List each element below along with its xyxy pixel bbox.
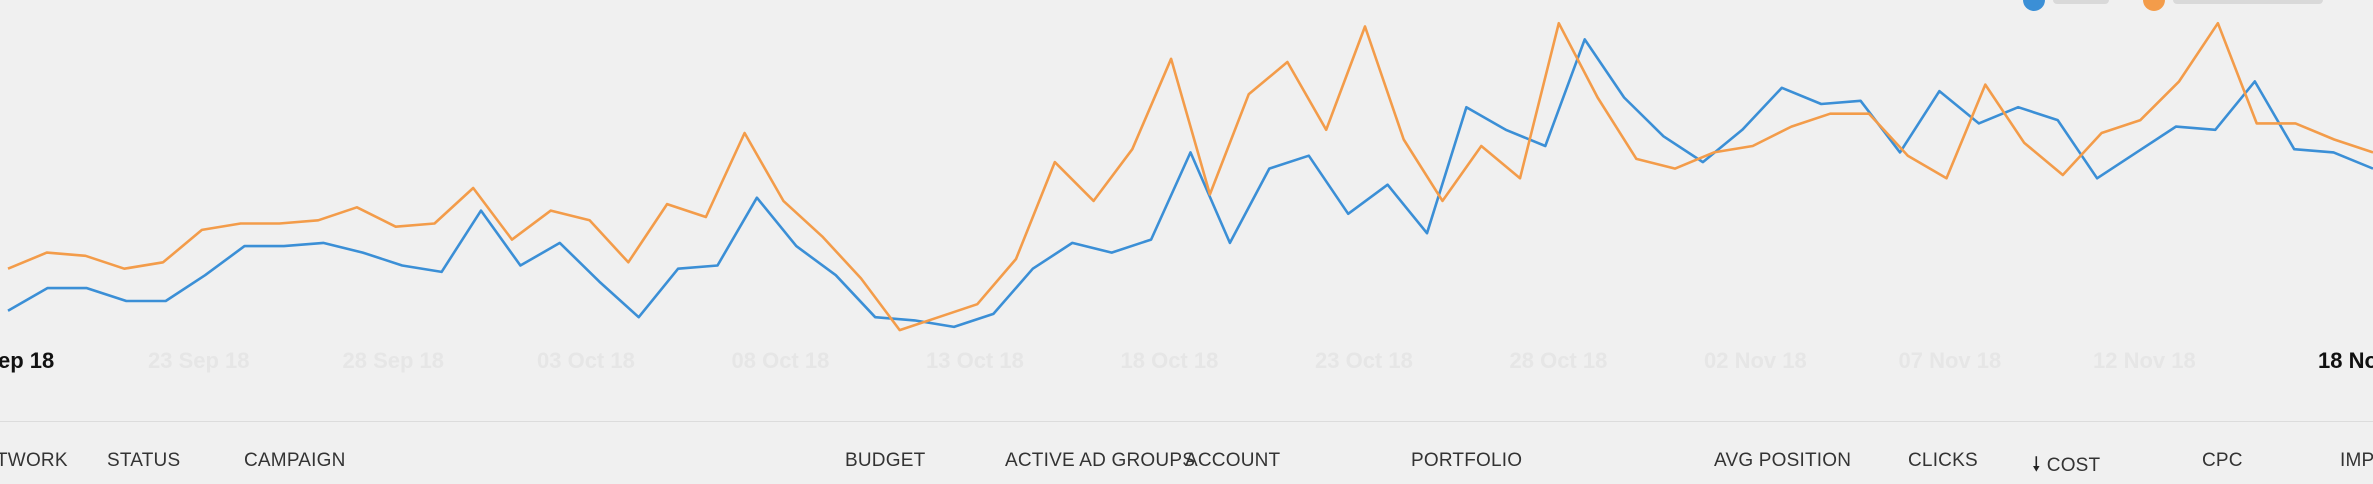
- x-tick-label: 23 Oct 18: [1315, 348, 1413, 373]
- x-tick-label: 28 Sep 18: [342, 348, 445, 373]
- x-tick-label: 02 Nov 18: [1704, 348, 1807, 373]
- legend-label: [2053, 0, 2109, 4]
- column-header-portfolio[interactable]: PORTFOLIO: [1411, 450, 1523, 471]
- x-tick-label: 08 Oct 18: [731, 348, 830, 373]
- x-tick-label: 03 Oct 18: [537, 348, 635, 373]
- column-header-status[interactable]: STATUS: [107, 450, 181, 471]
- legend-item-2[interactable]: [2143, 0, 2323, 11]
- legend-label: [2173, 0, 2323, 4]
- x-tick-label: 23 Sep 18: [148, 348, 250, 373]
- x-tick-label: 13 Oct 18: [926, 348, 1024, 373]
- x-tick-label: 07 Nov 18: [1898, 348, 2002, 373]
- column-header-campaign[interactable]: CAMPAIGN: [244, 450, 346, 471]
- column-header-cost-label: COST: [2046, 455, 2101, 476]
- x-tick-label-first: ep 18: [0, 348, 55, 373]
- sort-descending-arrow-icon: 🠗: [2032, 454, 2041, 476]
- series-line-1: [7, 38, 2373, 329]
- column-header-budget[interactable]: BUDGET: [845, 450, 926, 471]
- legend-dot-icon: [2023, 0, 2045, 11]
- chart-table-divider: [0, 421, 2373, 422]
- column-header-active-ad-groups[interactable]: ACTIVE AD GROUPS: [1005, 450, 1196, 471]
- x-tick-label: 12 Nov 18: [2093, 348, 2196, 373]
- x-tick-label: 18 Oct 18: [1120, 348, 1219, 373]
- series-line-2: [7, 21, 2373, 332]
- legend-dot-icon: [2143, 0, 2165, 11]
- column-header-avg-position[interactable]: AVG POSITION: [1714, 450, 1852, 471]
- line-chart-svg: [7, 21, 2373, 332]
- x-tick-label-last: 18 No: [2318, 348, 2373, 373]
- table-header-row: TWORK STATUS CAMPAIGN BUDGET ACTIVE AD G…: [0, 422, 2373, 481]
- x-tick-label: 28 Oct 18: [1509, 348, 1608, 373]
- legend-item-1[interactable]: [2023, 0, 2109, 11]
- column-header-cpc[interactable]: CPC: [2202, 450, 2243, 471]
- column-header-impressions[interactable]: IMP: [2340, 450, 2373, 471]
- column-header-cost[interactable]: 🠗 COST: [2032, 450, 2100, 484]
- column-header-network[interactable]: TWORK: [0, 450, 68, 471]
- column-header-clicks[interactable]: CLICKS: [1908, 450, 1978, 471]
- column-header-account[interactable]: ACCOUNT: [1185, 450, 1281, 471]
